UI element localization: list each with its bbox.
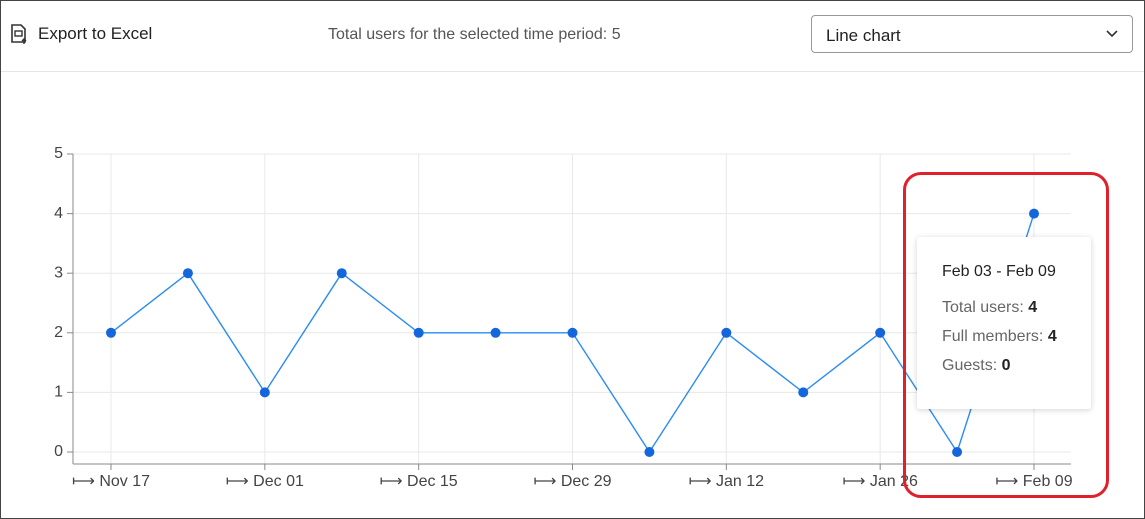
tooltip-title: Feb 03 - Feb 09 (942, 263, 1056, 280)
point (336, 268, 347, 279)
toolbar: Export to Excel Total users for the sele… (1, 1, 1144, 72)
tooltip-row: Guests: 0 (942, 357, 1091, 375)
point (1029, 208, 1039, 219)
tooltip-label: Guests: (942, 357, 998, 374)
point (875, 327, 886, 338)
point (721, 327, 732, 338)
tooltip-label: Total users: (942, 299, 1024, 316)
point (413, 327, 424, 338)
x-tick-label: ⟼ Nov 17 (72, 473, 150, 490)
y-tick-label: 0 (54, 443, 63, 460)
tooltip-row: Full members: 4 (942, 328, 1091, 346)
x-tick-label: ⟼ Dec 15 (380, 473, 458, 490)
y-tick-label: 3 (54, 264, 63, 281)
y-tick-label: 5 (54, 145, 63, 162)
y-tick-label: 1 (54, 384, 63, 401)
point (106, 327, 116, 338)
point (644, 447, 655, 457)
total-users: Total users for the selected time period… (328, 26, 621, 43)
point (952, 447, 963, 457)
tooltip: Feb 03 - Feb 09 Total users: 4 Full membe… (917, 237, 1091, 409)
x-tick-label: ⟼ Dec 01 (226, 473, 304, 490)
x-tick-label: ⟼ Feb 09 (995, 473, 1072, 490)
chart-type-select[interactable]: Line chart (811, 15, 1133, 53)
x-tick-label: ⟼ Jan 12 (689, 473, 765, 490)
chevron (1106, 30, 1118, 38)
point (567, 327, 578, 338)
export-button[interactable]: Export to Excel (9, 23, 152, 45)
tooltip-value: 4 (1047, 328, 1057, 345)
point (182, 268, 193, 279)
x-tick-label: ⟼ Jan 26 (842, 473, 918, 490)
tooltip-value: 4 (1028, 299, 1038, 316)
point (490, 327, 501, 338)
point (259, 387, 270, 398)
point (798, 387, 809, 398)
tooltip-value: 0 (1001, 357, 1011, 374)
x-tick-label: ⟼ Dec 29 (533, 473, 611, 490)
tooltip-label: Full members: (942, 328, 1044, 345)
y-tick-label: 2 (54, 324, 63, 341)
tooltip-row: Total users: 4 (942, 299, 1091, 317)
highlight-box (903, 172, 1109, 498)
y-tick-label: 4 (54, 205, 63, 222)
export-label: Export to Excel (38, 24, 153, 43)
export-icon (11, 24, 27, 44)
select-value: Line chart (826, 26, 901, 45)
